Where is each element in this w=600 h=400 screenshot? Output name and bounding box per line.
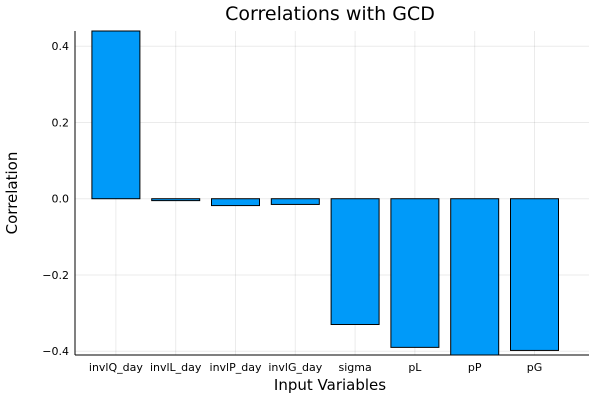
bar-invlL_day — [151, 198, 201, 202]
x-tick-labels: invlQ_day invlL_day invlP_day invlG_day sigm… — [89, 361, 542, 374]
bar-invlG_day — [270, 198, 320, 205]
bar-invlP_day — [211, 198, 260, 207]
y-tick-label: 0.2 — [52, 116, 70, 129]
bar-pG — [510, 198, 559, 351]
bar-pL — [390, 198, 440, 348]
axes — [74, 31, 589, 356]
x-axis-label: Input Variables — [274, 376, 386, 394]
y-tick-label: 0.4 — [52, 40, 70, 53]
x-tick-label: pP — [468, 361, 482, 374]
x-tick-label: invlP_day — [210, 361, 262, 374]
chart-title: Correlations with GCD — [225, 3, 435, 25]
bar-invlQ_day — [91, 30, 141, 200]
bars — [91, 30, 559, 356]
bar-pP — [450, 198, 500, 356]
x-tick-label: invlQ_day — [89, 361, 143, 374]
x-tick-label: invlG_day — [268, 361, 322, 374]
y-tick-label: −0.2 — [42, 269, 69, 282]
y-tick-label: 0.0 — [52, 193, 70, 206]
x-tick-label: pL — [408, 361, 422, 374]
x-tick-label: pG — [527, 361, 543, 374]
bar-sigma — [330, 198, 380, 326]
y-tick-label: −0.4 — [42, 345, 69, 358]
y-tick-labels: 0.4 0.2 0.0 −0.2 −0.4 — [42, 40, 69, 358]
x-tick-label: sigma — [338, 361, 371, 374]
y-axis-label: Correlation — [3, 152, 21, 235]
x-tick-label: invlL_day — [150, 361, 202, 374]
